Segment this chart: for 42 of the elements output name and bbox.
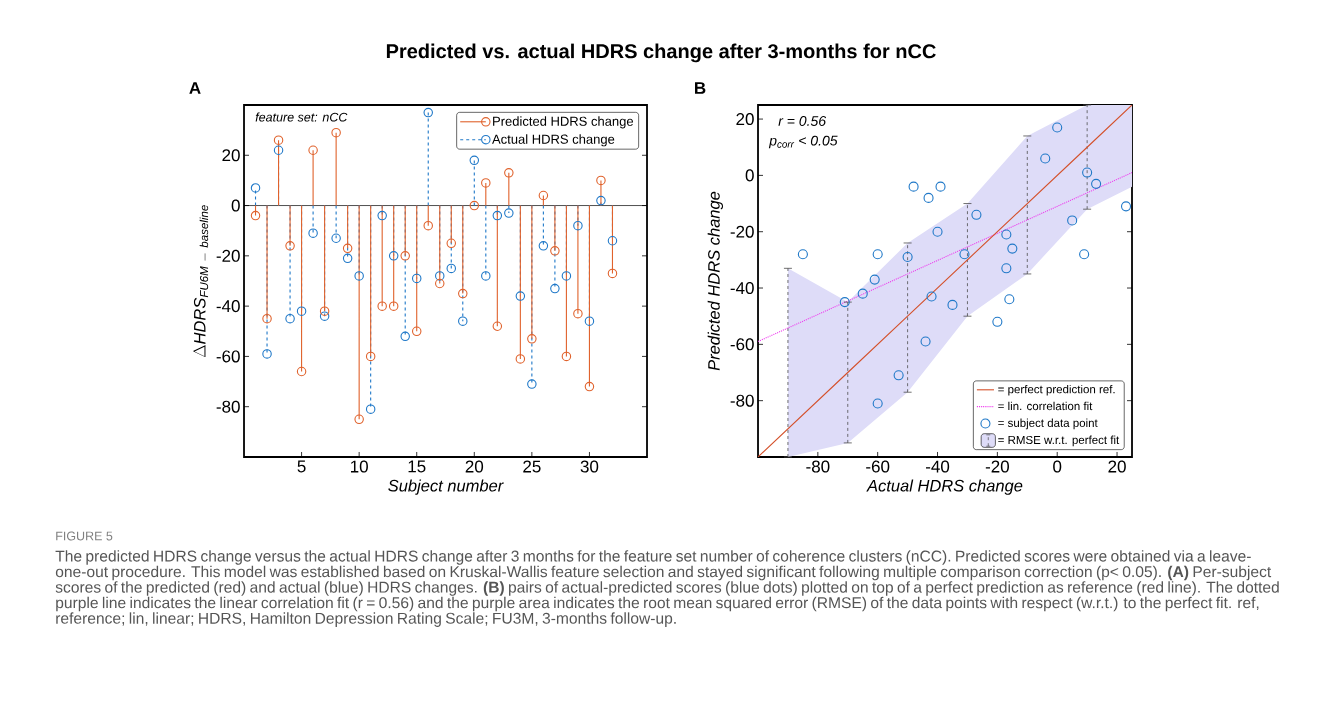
x-tick-label: -40	[925, 460, 950, 473]
legend-label: = perfect prediction ref.	[998, 384, 1115, 396]
annotation: p$_{corr}$ < 0.05	[768, 135, 838, 149]
x-tick-label: 0	[1053, 460, 1062, 473]
legend-label: Predicted HDRS change	[493, 116, 634, 129]
x-tick-label: 20	[1108, 460, 1126, 473]
y-tick-label: 0	[745, 169, 754, 182]
y-tick-label: -80	[730, 394, 754, 407]
legend-label: = lin. correlation fit	[998, 401, 1093, 411]
x-tick-label: -60	[866, 460, 890, 473]
x-tick-label: 10	[351, 460, 368, 473]
x-tick-label: -80	[806, 460, 830, 473]
x-tick-label: -20	[985, 460, 1009, 473]
y-tick-label: 20	[736, 113, 754, 126]
text: A	[189, 82, 201, 94]
x-tick-label: 5	[297, 460, 306, 473]
x-tick-label: 30	[580, 460, 599, 473]
x-tick-label: 20	[465, 460, 484, 473]
caption: FIGURE 5	[56, 531, 113, 541]
annotation: r = 0.56	[778, 116, 827, 126]
text: B	[695, 82, 706, 94]
y-tick-label: -40	[730, 282, 754, 295]
y-tick-label: -20	[216, 249, 240, 262]
x-axis-title: Subject number	[388, 479, 504, 495]
chart-title: Predicted vs. actual HDRS change after 3-months for nCC	[386, 43, 936, 63]
y-tick-label: -20	[730, 225, 754, 238]
text: The predicted HDRS change versus the actual HDRS change after 3 months for the feature set number of coherence clusters (nCC). Predicted scores were obtained via a leave-one-out procedure. This model was established based on Kruskal-Wallis feature selection and stayed significant following multiple comparison correction (p< 0.05). (A) Per-subject scores of the predicted (red) and actual (blue) HDRS changes. (B) pairs of actual-predicted scores (blue dots) plotted on top of a perfect prediction as reference (red line). The dotted purple line indicates the linear correlation fit (r = 0.56) and the purple area indicates the root mean squared error (RMSE) of the data points with respect (w.r.t.) to the perfect fit. ref, reference; lin, linear; HDRS, Hamilton Depression Rating Scale; FU3M, 3-months follow-up.	[55, 550, 1279, 627]
annotation: = RMSE w.r.t. perfect fit	[998, 435, 1120, 447]
y-tick-label: -40	[216, 300, 240, 313]
y-axis-title: Predicted HDRS change	[707, 191, 724, 371]
x-tick-label: 15	[408, 460, 426, 473]
y-axis-title: $\Delta\mathit{HDRS}_{\mathit{FU6M\ -\ baseline}}$	[193, 205, 209, 358]
x-axis-title: Actual HDRS change	[866, 479, 1023, 495]
y-tick-label: 20	[222, 149, 240, 162]
y-tick-label: -60	[730, 338, 754, 351]
annotation: feature set: nCC	[255, 112, 348, 122]
y-tick-label: -80	[216, 400, 240, 413]
x-tick-label: 25	[523, 460, 541, 473]
y-tick-label: 0	[231, 199, 240, 212]
legend-label: Actual HDRS change	[492, 134, 615, 147]
y-tick-label: -60	[216, 350, 240, 363]
legend-label: = subject data point	[998, 418, 1098, 430]
